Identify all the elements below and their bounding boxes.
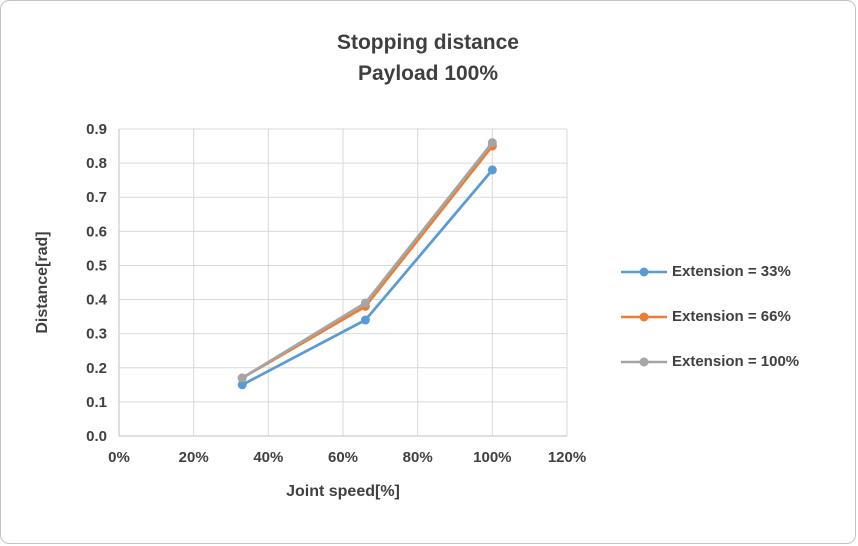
y-tick-label: 0.0 (86, 428, 107, 445)
legend-item: Extension = 66% (621, 308, 799, 325)
legend-label: Extension = 33% (672, 263, 791, 280)
legend-item: Extension = 33% (621, 263, 799, 280)
y-axis-title: Distance[rad] (34, 231, 51, 333)
series-line (240, 141, 494, 380)
y-tick-label: 0.6 (86, 223, 107, 240)
y-tick-label: 0.2 (86, 360, 107, 377)
legend-label: Extension = 100% (672, 353, 800, 370)
data-point-marker (487, 138, 497, 148)
y-tick-label: 0.1 (86, 394, 107, 411)
legend-marker-icon (621, 312, 667, 321)
legend-item: Extension = 100% (621, 353, 799, 370)
x-tick-label: 40% (253, 449, 283, 466)
y-tick-label: 0.4 (86, 292, 108, 309)
legend-label: Extension = 66% (672, 308, 791, 325)
legend-marker-icon (621, 357, 667, 366)
data-point-marker (360, 315, 370, 325)
x-tick-label: 20% (179, 449, 209, 466)
x-tick-label: 0% (108, 449, 130, 466)
chart-title-line1: Stopping distance (336, 31, 519, 54)
chart-legend: Extension = 33% Extension = 66% Extension … (621, 263, 799, 370)
chart-title: Stopping distance Payload 100% (1, 27, 855, 89)
x-tick-label: 120% (548, 449, 586, 466)
x-tick-label: 100% (473, 449, 511, 466)
y-tick-label: 0.8 (86, 155, 107, 172)
x-tick-label: 80% (403, 449, 433, 466)
data-point-marker (487, 165, 497, 175)
data-point-marker (237, 380, 247, 390)
x-tick-label: 60% (328, 449, 358, 466)
y-tick-label: 0.5 (86, 257, 107, 274)
y-tick-label: 0.9 (86, 121, 107, 138)
chart-title-line2: Payload 100% (357, 62, 499, 85)
legend-marker-icon (621, 267, 667, 276)
data-point-marker (237, 373, 247, 383)
y-tick-label: 0.7 (86, 189, 107, 206)
x-axis-title: Joint speed[%] (286, 483, 400, 500)
data-point-marker (360, 298, 370, 308)
series-line (240, 168, 494, 387)
y-tick-label: 0.3 (86, 326, 107, 343)
series-line (240, 144, 494, 380)
